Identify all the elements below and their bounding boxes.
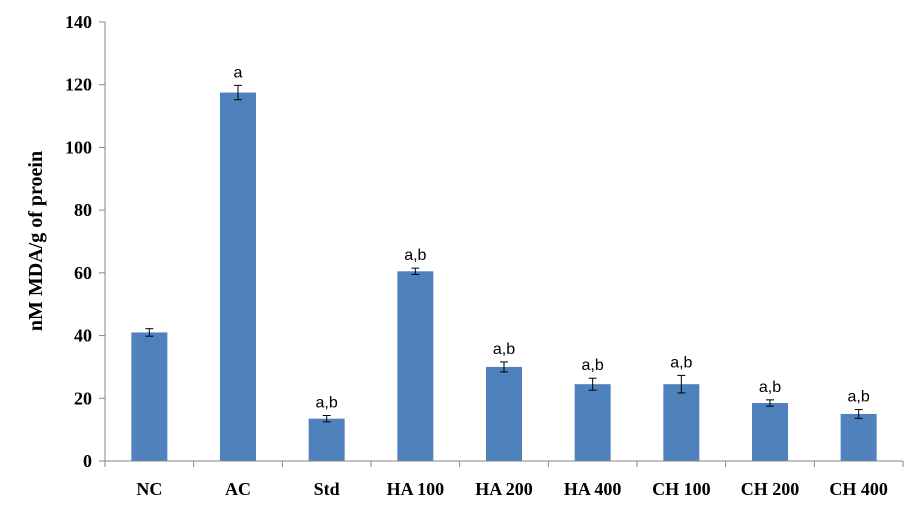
x-axis: NC AC Std HA 100 HA 200 HA 400 CH 100 CH 200 CH … [104, 460, 904, 499]
y-tick-label: 120 [65, 75, 92, 95]
y-axis: 0 20 40 60 80 100 120 140 [65, 12, 106, 471]
bar [663, 384, 700, 461]
bar [486, 366, 522, 461]
significance-label: a,b [404, 247, 426, 264]
y-tick-label: 100 [65, 137, 92, 157]
bar [308, 418, 345, 461]
x-tick-label: Std [314, 479, 340, 499]
significance-label: a [234, 64, 243, 81]
bar [131, 332, 168, 461]
y-axis-title: nM MDA/g of proein [25, 151, 47, 331]
x-tick-label: HA 100 [387, 479, 445, 499]
y-tick-label: 140 [65, 12, 92, 32]
bar [840, 413, 877, 461]
bar [752, 402, 788, 461]
x-tick-label: NC [136, 479, 162, 499]
significance-label: a,b [582, 357, 604, 374]
bars-group: a a,b a,b a,b a,b a,b a,b a,b [131, 64, 877, 461]
y-tick-label: 60 [74, 263, 92, 283]
y-tick-label: 80 [74, 200, 92, 220]
significance-label: a,b [848, 389, 870, 406]
bar [220, 92, 256, 461]
bar [397, 271, 434, 461]
x-tick-label: AC [225, 479, 251, 499]
significance-label: a,b [759, 379, 781, 396]
significance-label: a,b [316, 395, 338, 412]
bar [574, 384, 611, 461]
x-tick-label: HA 200 [475, 479, 533, 499]
x-tick-label: CH 400 [829, 479, 888, 499]
x-tick-label: HA 400 [564, 479, 622, 499]
y-tick-label: 20 [74, 388, 92, 408]
x-tick-label: CH 100 [652, 479, 711, 499]
x-tick-label: CH 200 [741, 479, 800, 499]
significance-label: a,b [493, 341, 515, 358]
significance-label: a,b [670, 354, 692, 371]
y-tick-label: 40 [74, 326, 92, 346]
y-tick-label: 0 [83, 451, 92, 471]
